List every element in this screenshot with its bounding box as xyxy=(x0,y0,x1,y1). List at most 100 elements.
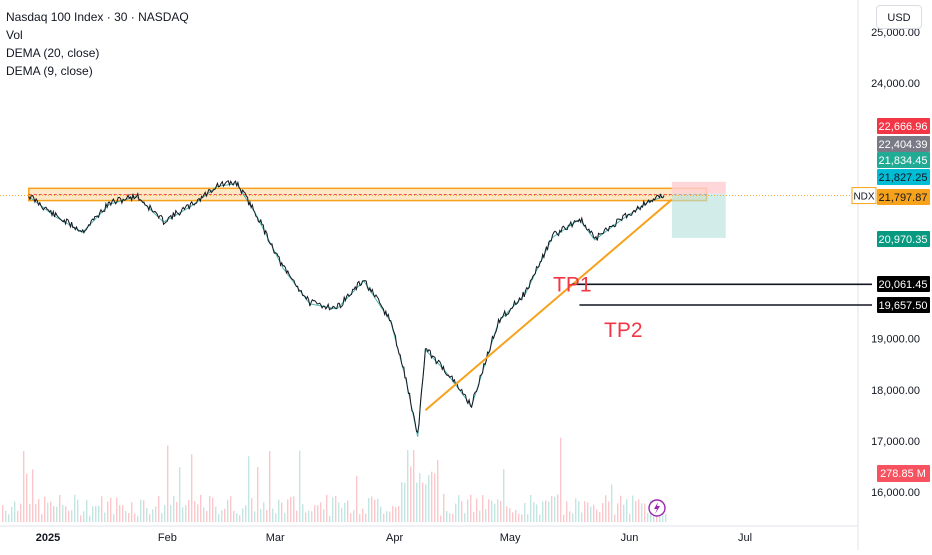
volume-bar xyxy=(200,494,202,522)
price-label-box xyxy=(877,169,930,185)
volume-bar xyxy=(617,503,619,522)
volume-bar xyxy=(515,509,517,522)
volume-bar xyxy=(554,496,556,522)
volume-bar xyxy=(188,500,190,522)
volume-bar xyxy=(623,504,625,522)
volume-bar xyxy=(440,515,442,522)
volume-bar xyxy=(86,499,88,522)
volume-bar xyxy=(176,502,178,522)
tp-label: TP2 xyxy=(604,319,643,342)
volume-bar xyxy=(182,507,184,522)
volume-bar xyxy=(362,508,364,522)
volume-bar xyxy=(368,498,370,522)
volume-bar xyxy=(377,498,379,522)
volume-bar xyxy=(593,504,595,522)
volume-bar xyxy=(578,501,580,522)
price-label-box xyxy=(877,136,930,152)
symbol-tag: NDX xyxy=(853,192,874,203)
volume-bar xyxy=(248,456,250,522)
volume-bar xyxy=(233,511,235,522)
volume-bar xyxy=(209,496,211,522)
volume-bar xyxy=(437,459,439,522)
y-tick-label: 24,000.00 xyxy=(871,78,920,90)
volume-bar xyxy=(470,494,472,522)
lightning-icon-bolt xyxy=(654,502,660,514)
volume-bar xyxy=(83,511,85,522)
volume-bar xyxy=(290,496,292,522)
currency-button[interactable]: USD xyxy=(876,5,922,29)
volume-bar xyxy=(11,506,13,522)
volume-bar xyxy=(365,513,367,522)
y-tick-label: 18,000.00 xyxy=(871,385,920,397)
volume-bar xyxy=(284,512,286,522)
price-label-box xyxy=(877,152,930,168)
volume-bar xyxy=(50,501,52,522)
volume-bar xyxy=(485,509,487,522)
volume-bar xyxy=(77,499,79,522)
volume-bar xyxy=(53,506,55,522)
volume-bar xyxy=(407,450,409,522)
volume-bar xyxy=(329,515,331,522)
volume-bar xyxy=(92,506,94,522)
volume-bar xyxy=(572,513,574,522)
x-tick-label: Jul xyxy=(738,532,752,544)
volume-bar xyxy=(116,497,118,522)
volume-bar xyxy=(224,508,226,522)
chart-legend: Nasdaq 100 Index · 30 · NASDAQ Vol DEMA … xyxy=(6,8,189,80)
volume-bar xyxy=(398,506,400,522)
volume-bar xyxy=(575,498,577,522)
volume-bar xyxy=(194,501,196,522)
volume-bar xyxy=(125,510,127,522)
volume-bar xyxy=(461,501,463,522)
volume-bar xyxy=(32,469,34,522)
volume-bar xyxy=(605,495,607,522)
volume-bar xyxy=(446,511,448,522)
price-label: 19,657.50 xyxy=(879,300,928,312)
volume-bar xyxy=(140,499,142,522)
price-label: 22,666.96 xyxy=(879,121,928,133)
volume-bar xyxy=(509,508,511,522)
volume-bar xyxy=(152,509,154,522)
volume-bar xyxy=(563,514,565,522)
volume-bar xyxy=(155,506,157,522)
symbol-tag-box xyxy=(851,187,877,205)
volume-bar xyxy=(5,510,7,522)
volume-bar xyxy=(602,502,604,522)
volume-bar xyxy=(479,510,481,522)
volume-bar xyxy=(464,513,466,522)
volume-bar xyxy=(548,501,550,522)
volume-bar xyxy=(500,500,502,522)
volume-bar xyxy=(308,510,310,522)
volume-bar xyxy=(386,511,388,522)
volume-bar xyxy=(506,506,508,522)
lightning-icon[interactable] xyxy=(648,499,666,517)
volume-bar xyxy=(20,503,22,522)
volume-bar xyxy=(380,506,382,522)
volume-bar xyxy=(71,510,73,522)
volume-bar xyxy=(62,505,64,522)
volume-bar xyxy=(641,503,643,522)
tp-label: TP1 xyxy=(553,273,592,296)
price-label: 21,797.87 xyxy=(879,192,928,204)
volume-bar xyxy=(14,501,16,522)
volume-bar xyxy=(326,494,328,522)
volume-bar xyxy=(611,484,613,522)
volume-bar xyxy=(491,500,493,522)
legend-title: Nasdaq 100 Index · 30 · NASDAQ xyxy=(6,10,189,24)
volume-bar xyxy=(521,514,523,522)
volume-bar xyxy=(647,512,649,522)
volume-bar xyxy=(245,505,247,522)
volume-bar xyxy=(68,510,70,522)
price-label: 20,970.35 xyxy=(879,234,928,246)
volume-bar xyxy=(128,512,130,522)
price-label-box xyxy=(877,276,930,292)
volume-bar xyxy=(311,511,313,522)
volume-bar xyxy=(410,466,412,522)
volume-bar xyxy=(545,500,547,522)
volume-bar xyxy=(203,507,205,522)
volume-bar xyxy=(449,513,451,522)
volume-bar xyxy=(206,510,208,522)
volume-bar xyxy=(560,437,562,522)
